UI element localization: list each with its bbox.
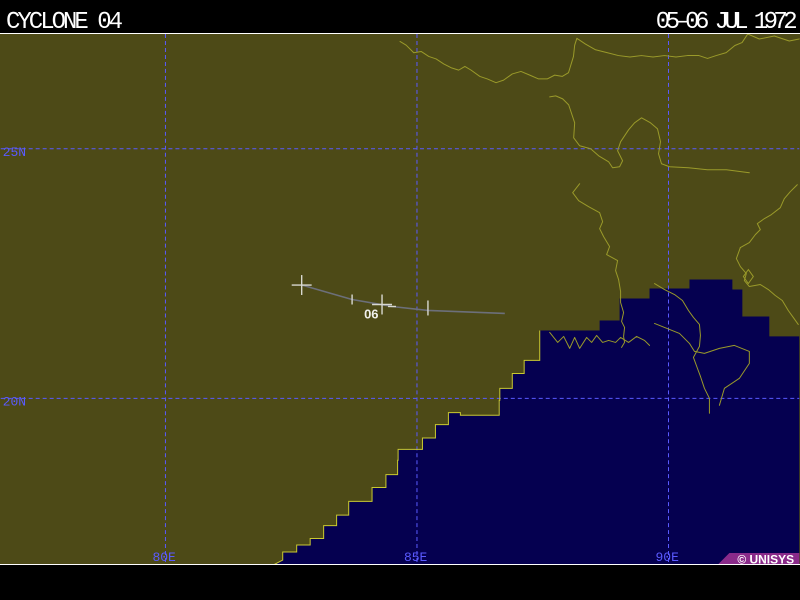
svg-text:© UNISYS: © UNISYS bbox=[737, 553, 794, 565]
svg-text:06: 06 bbox=[364, 306, 378, 321]
svg-text:80E: 80E bbox=[152, 550, 176, 565]
svg-text:25N: 25N bbox=[3, 145, 26, 160]
svg-text:90E: 90E bbox=[656, 550, 680, 565]
svg-text:85E: 85E bbox=[404, 550, 428, 565]
svg-text:20N: 20N bbox=[3, 394, 26, 409]
